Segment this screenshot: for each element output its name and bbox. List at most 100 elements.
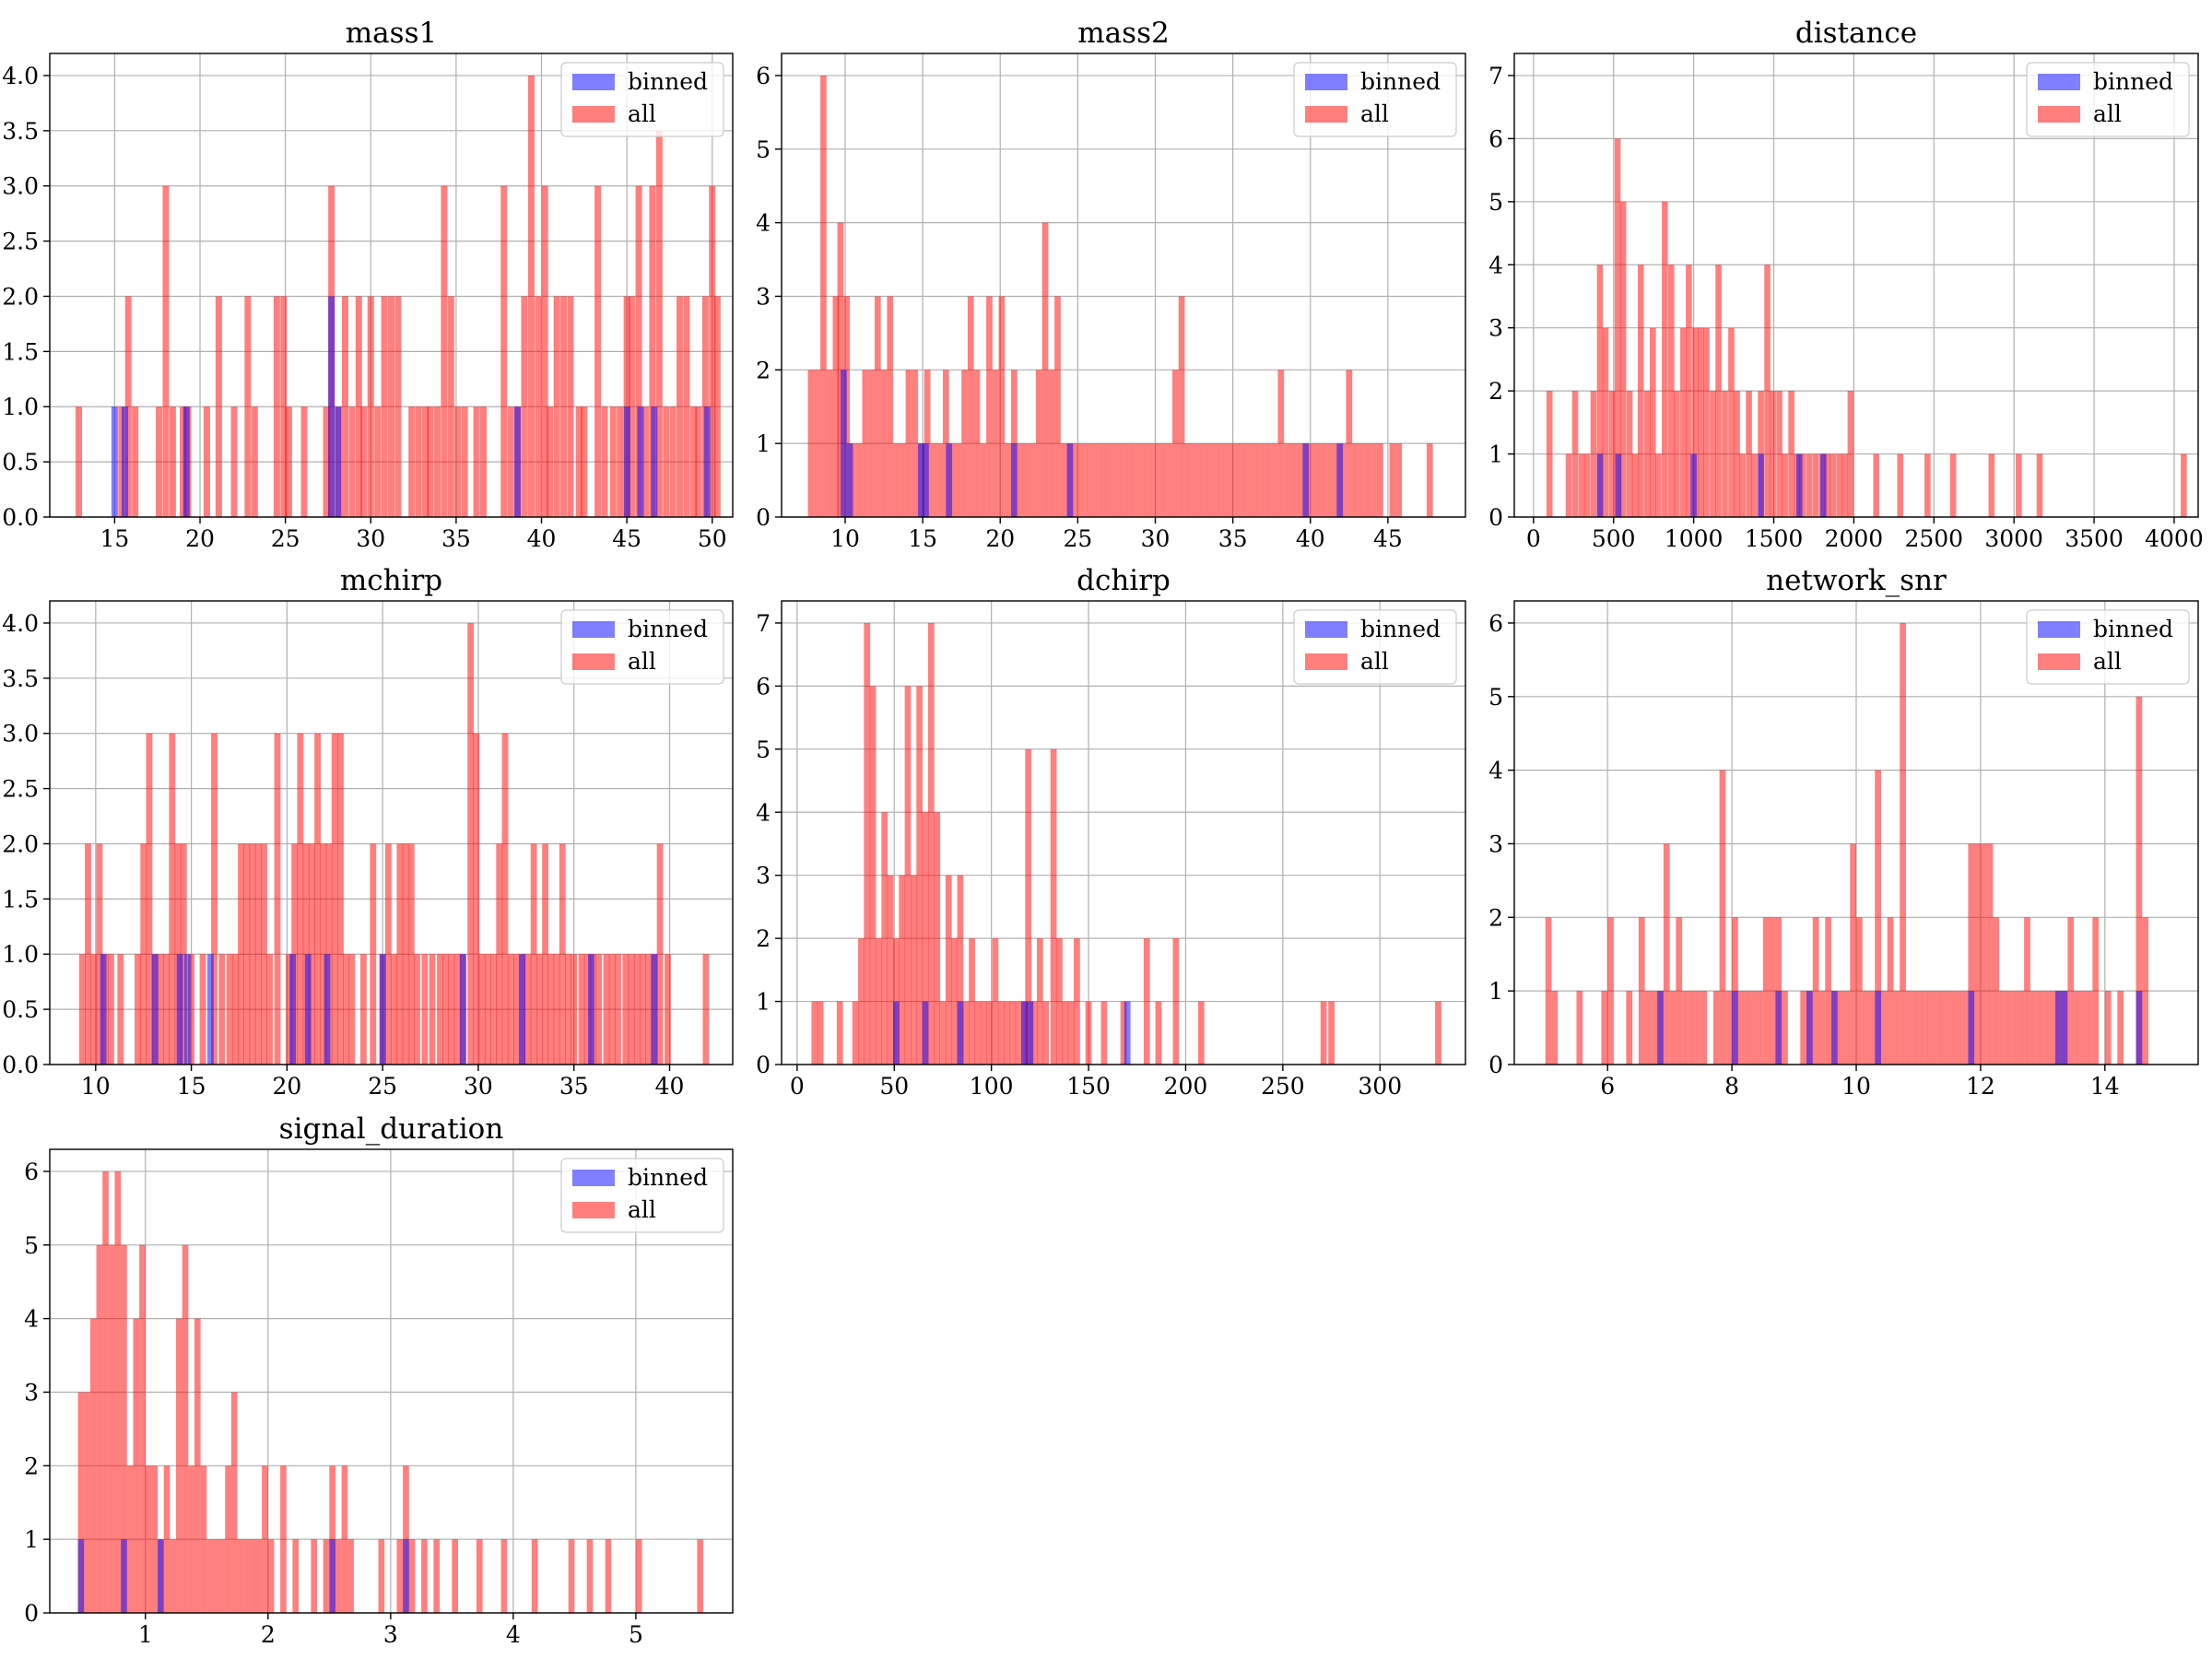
bar-binned: [1066, 443, 1074, 517]
bar-all: [1085, 443, 1092, 517]
bar-all: [942, 370, 949, 517]
bar-all: [1626, 391, 1633, 517]
bar-all: [910, 875, 917, 1065]
bar-all: [553, 296, 560, 517]
bar-all: [1009, 1001, 1017, 1065]
subplot-mchirp: mchirp 10 15 20 25 30 35 40 0.0 0.5 1.0 1.5 2.0 2.5 3.…: [2, 564, 734, 1100]
bar-all: [581, 406, 588, 517]
bar-all: [645, 954, 653, 1065]
bar-all: [1993, 917, 2000, 1065]
x-tick-label: 4: [506, 1621, 521, 1648]
bar-all: [1800, 991, 1807, 1065]
bar-all: [1734, 391, 1740, 517]
bar-all: [1980, 843, 1987, 1065]
bar-all: [1746, 391, 1752, 517]
bar-all: [1395, 443, 1403, 517]
bar-all: [1619, 201, 1627, 518]
bar-all: [969, 938, 975, 1065]
bar-all: [203, 406, 210, 517]
x-tick-label: 500: [1592, 525, 1636, 552]
legend-swatch-binned: [572, 621, 615, 638]
bar-all: [1358, 443, 1365, 517]
bar-all: [817, 1001, 824, 1065]
bar-all: [1184, 443, 1192, 517]
bar-all: [1750, 991, 1758, 1065]
subplot-signal-duration: signal_duration 1 2 3 4 5 0 1 2 3 4 5 6 binned all: [24, 1112, 734, 1648]
bar-binned: [324, 954, 331, 1065]
bar-all: [215, 296, 222, 517]
bar-all: [1191, 443, 1197, 517]
bar-all: [500, 1539, 508, 1613]
x-tick-label: 40: [1296, 525, 1325, 552]
bar-all: [2079, 991, 2087, 1065]
bar-all: [1103, 443, 1111, 517]
bar-all: [1700, 991, 1708, 1065]
bar-all: [1062, 1001, 1069, 1065]
bar-all: [211, 733, 218, 1065]
plot-title: mass1: [346, 17, 437, 50]
bar-all: [1757, 991, 1763, 1065]
plot-title: signal_duration: [279, 1112, 504, 1146]
bar-all: [1698, 327, 1704, 517]
x-tick-label: 200: [1164, 1073, 1208, 1100]
y-tick-label: 6: [24, 1159, 39, 1185]
y-tick-label: 1.0: [2, 394, 39, 420]
bar-binned: [918, 443, 924, 517]
x-tick-label: 2000: [1825, 525, 1884, 552]
bar-all: [1893, 991, 1900, 1065]
bar-all: [442, 954, 450, 1065]
bar-all: [427, 406, 434, 517]
bar-all: [1221, 443, 1229, 517]
bar-all: [1067, 1001, 1075, 1065]
y-tick-label: 1.0: [2, 941, 39, 968]
bar-all: [1389, 443, 1396, 517]
bar-all: [1824, 453, 1831, 517]
bar-all: [542, 843, 549, 1065]
bar-all: [814, 370, 821, 517]
bar-binned: [922, 1001, 929, 1065]
x-tick-label: 10: [1841, 1073, 1871, 1100]
bar-all: [962, 1001, 970, 1065]
bar-all: [414, 954, 420, 1065]
bar-all: [655, 130, 663, 518]
x-tick-label: 4000: [2145, 525, 2204, 552]
bar-all: [1868, 991, 1876, 1065]
bar-all: [437, 954, 443, 1065]
y-tick-label: 6: [1488, 610, 1503, 637]
bar-all: [188, 954, 195, 1065]
bar-all: [454, 406, 462, 517]
bar-all: [2142, 917, 2149, 1065]
bar-all: [370, 843, 377, 1065]
bar-all: [266, 954, 274, 1065]
bar-all: [665, 954, 671, 1065]
bar-all: [852, 1001, 859, 1065]
legend-label-binned: binned: [1360, 616, 1441, 642]
bar-all: [893, 443, 900, 517]
bar-all: [1259, 443, 1265, 517]
bar-all: [807, 370, 815, 517]
legend: binned all: [2026, 609, 2190, 685]
x-tick-label: 50: [698, 525, 727, 552]
bar-all: [811, 1001, 818, 1065]
bar-all: [1004, 1001, 1010, 1065]
bar-all: [249, 1539, 256, 1613]
bar-all: [1631, 453, 1639, 517]
bar-all: [391, 954, 398, 1065]
bar-all: [1712, 991, 1720, 1065]
bar-all: [146, 733, 153, 1065]
bar-all: [832, 296, 840, 517]
bar-all: [1265, 443, 1272, 517]
bar-all: [433, 406, 441, 517]
bar-binned: [1027, 1001, 1034, 1065]
y-tick-label: 4: [24, 1306, 39, 1333]
bar-all: [182, 1244, 189, 1613]
bar-all: [974, 1001, 982, 1065]
bar-all: [280, 1465, 287, 1613]
bar-all: [448, 954, 455, 1065]
bar-all: [133, 1318, 140, 1613]
x-tick-label: 300: [1358, 1073, 1402, 1100]
bar-all: [951, 938, 958, 1065]
bar-all: [331, 733, 338, 1065]
bar-all: [478, 954, 486, 1065]
legend: binned all: [560, 1158, 724, 1233]
